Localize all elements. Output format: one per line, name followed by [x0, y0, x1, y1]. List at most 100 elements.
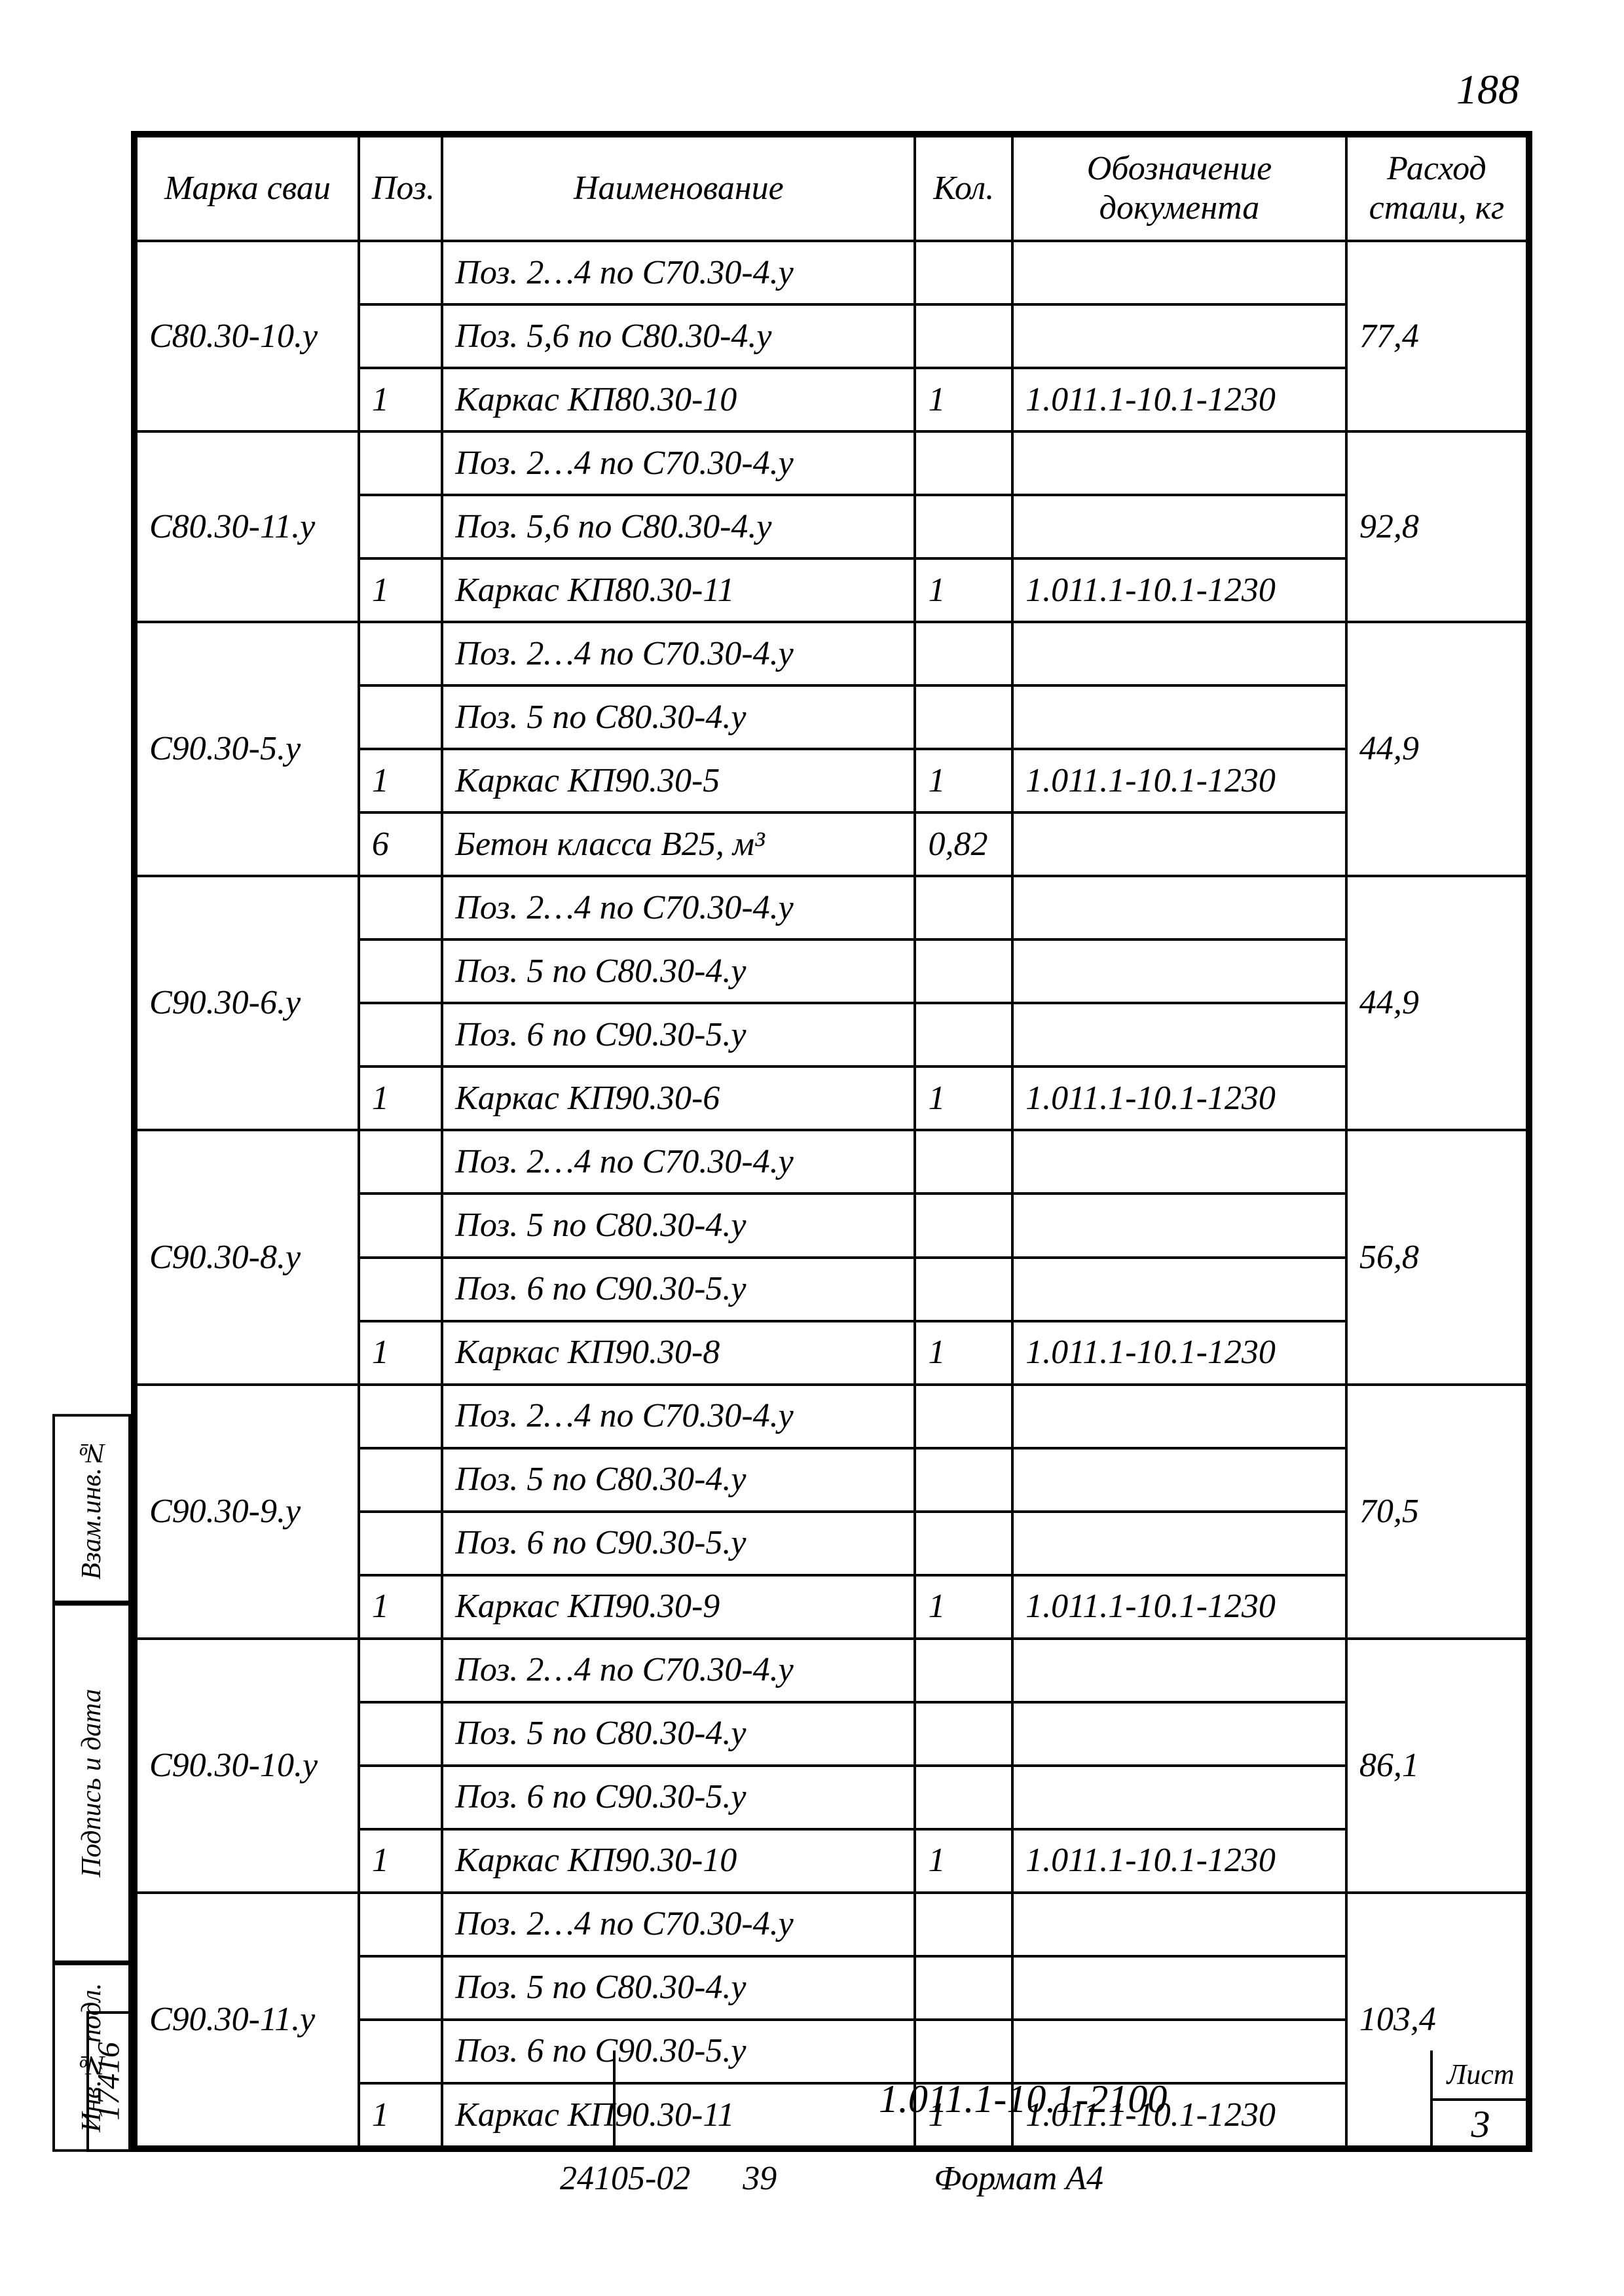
cell-qty	[915, 939, 1012, 1003]
cell-mark: С90.30-6.у	[136, 876, 359, 1130]
cell-doc	[1012, 1893, 1346, 1956]
cell-pos	[359, 939, 442, 1003]
cell-doc	[1012, 812, 1346, 876]
cell-doc	[1012, 685, 1346, 749]
col-pos: Поз.	[359, 136, 442, 241]
cell-doc	[1012, 1003, 1346, 1066]
cell-doc	[1012, 1130, 1346, 1194]
cell-name: Бетон класса В25, м³	[442, 812, 915, 876]
cell-doc: 1.011.1-10.1-1230	[1012, 368, 1346, 431]
cell-pos: 6	[359, 812, 442, 876]
cell-mark: С80.30-11.у	[136, 431, 359, 622]
col-name: Наименование	[442, 136, 915, 241]
side-a: Взам.инв.№	[52, 1414, 131, 1603]
cell-pos	[359, 876, 442, 939]
cell-qty	[915, 1702, 1012, 1766]
cell-qty	[915, 495, 1012, 558]
cell-qty	[915, 1893, 1012, 1956]
cell-qty	[915, 1003, 1012, 1066]
cell-steel: 86,1	[1346, 1639, 1527, 1893]
cell-pos: 1	[359, 1321, 442, 1385]
inventory-number: 17416	[86, 2011, 131, 2152]
cell-name: Каркас КП90.30-8	[442, 1321, 915, 1385]
table-row: С90.30-10.уПоз. 2…4 по С70.30-4.у86,1	[136, 1639, 1527, 1702]
cell-qty	[915, 1639, 1012, 1702]
cell-steel: 92,8	[1346, 431, 1527, 622]
cell-pos	[359, 1448, 442, 1512]
cell-steel: 44,9	[1346, 876, 1527, 1130]
cell-doc	[1012, 304, 1346, 368]
cell-name: Поз. 5,6 по С80.30-4.у	[442, 304, 915, 368]
table-row: С90.30-9.уПоз. 2…4 по С70.30-4.у70,5	[136, 1385, 1527, 1448]
cell-doc	[1012, 1512, 1346, 1575]
table-row: С90.30-8.уПоз. 2…4 по С70.30-4.у56,8	[136, 1130, 1527, 1194]
cell-mark: С90.30-5.у	[136, 622, 359, 876]
table-header-row: Марка сваи Поз. Наименование Кол. Обозна…	[136, 136, 1527, 241]
cell-qty: 1	[915, 1321, 1012, 1385]
table-row: С80.30-10.уПоз. 2…4 по С70.30-4.у77,4	[136, 241, 1527, 304]
cell-doc	[1012, 241, 1346, 304]
cell-pos	[359, 1512, 442, 1575]
cell-name: Поз. 5 по С80.30-4.у	[442, 1194, 915, 1257]
cell-pos: 1	[359, 749, 442, 812]
cell-mark: С90.30-10.у	[136, 1639, 359, 1893]
cell-name: Поз. 6 по С90.30-5.у	[442, 1258, 915, 1321]
cell-pos	[359, 1385, 442, 1448]
cell-pos	[359, 1766, 442, 1829]
cell-doc: 1.011.1-10.1-1230	[1012, 1321, 1346, 1385]
cell-name: Каркас КП90.30-10	[442, 1829, 915, 1893]
col-steel: Расход стали, кг	[1346, 136, 1527, 241]
col-doc: Обозначение документа	[1012, 136, 1346, 241]
cell-qty	[915, 876, 1012, 939]
cell-doc	[1012, 1258, 1346, 1321]
cell-qty: 0,82	[915, 812, 1012, 876]
cell-qty: 1	[915, 749, 1012, 812]
cell-doc	[1012, 1194, 1346, 1257]
cell-doc	[1012, 1702, 1346, 1766]
cell-name: Поз. 5 по С80.30-4.у	[442, 1448, 915, 1512]
cell-pos	[359, 1956, 442, 2020]
cell-pos: 1	[359, 1575, 442, 1639]
cell-steel: 70,5	[1346, 1385, 1527, 1639]
drawing-number: 1.011.1-10.1-2100	[616, 2050, 1430, 2148]
bottom-num: 39	[743, 2159, 777, 2198]
cell-doc: 1.011.1-10.1-1230	[1012, 1066, 1346, 1130]
cell-name: Поз. 2…4 по С70.30-4.у	[442, 1385, 915, 1448]
spec-table: Марка сваи Поз. Наименование Кол. Обозна…	[135, 135, 1528, 2148]
cell-pos: 1	[359, 1829, 442, 1893]
cell-qty: 1	[915, 1066, 1012, 1130]
cell-pos: 1	[359, 1066, 442, 1130]
sheet-box: Лист 3	[1430, 2050, 1528, 2148]
cell-name: Поз. 5,6 по С80.30-4.у	[442, 495, 915, 558]
cell-qty	[915, 1194, 1012, 1257]
cell-pos	[359, 1130, 442, 1194]
cell-qty	[915, 1258, 1012, 1321]
cell-doc	[1012, 495, 1346, 558]
cell-name: Поз. 5 по С80.30-4.у	[442, 939, 915, 1003]
cell-steel: 56,8	[1346, 1130, 1527, 1384]
cell-pos	[359, 1893, 442, 1956]
cell-steel: 44,9	[1346, 622, 1527, 876]
table-row: С80.30-11.уПоз. 2…4 по С70.30-4.у92,8	[136, 431, 1527, 495]
cell-pos	[359, 1194, 442, 1257]
cell-qty: 1	[915, 558, 1012, 622]
cell-doc	[1012, 622, 1346, 685]
cell-doc	[1012, 1639, 1346, 1702]
cell-pos	[359, 1003, 442, 1066]
cell-doc	[1012, 1448, 1346, 1512]
table-row: С90.30-5.уПоз. 2…4 по С70.30-4.у44,9	[136, 622, 1527, 685]
side-b: Подпись и дата	[52, 1603, 131, 1963]
cell-qty	[915, 1130, 1012, 1194]
cell-qty: 1	[915, 1575, 1012, 1639]
cell-name: Поз. 2…4 по С70.30-4.у	[442, 1893, 915, 1956]
sheet-label: Лист	[1433, 2050, 1528, 2101]
cell-qty	[915, 1956, 1012, 2020]
cell-pos: 1	[359, 368, 442, 431]
table-row: С90.30-6.уПоз. 2…4 по С70.30-4.у44,9	[136, 876, 1527, 939]
cell-qty	[915, 241, 1012, 304]
cell-name: Каркас КП90.30-6	[442, 1066, 915, 1130]
cell-name: Поз. 5 по С80.30-4.у	[442, 685, 915, 749]
cell-pos	[359, 1702, 442, 1766]
table-row: С90.30-11.уПоз. 2…4 по С70.30-4.у103,4	[136, 1893, 1527, 1956]
cell-doc	[1012, 1385, 1346, 1448]
